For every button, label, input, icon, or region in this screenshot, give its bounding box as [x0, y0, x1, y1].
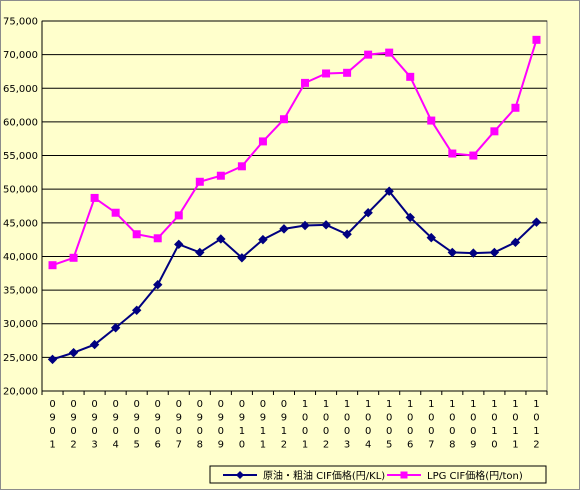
y-tick-label: 35,000	[3, 286, 38, 297]
y-tick-label: 50,000	[3, 185, 38, 196]
data-point	[321, 220, 331, 230]
data-point	[468, 248, 479, 258]
y-tick-label: 40,000	[3, 252, 38, 263]
data-point	[237, 162, 246, 171]
data-point	[258, 234, 268, 245]
y-tick-label: 55,000	[3, 151, 38, 162]
data-point	[174, 239, 184, 250]
data-point	[322, 69, 331, 78]
data-point	[132, 230, 141, 239]
data-point	[174, 211, 183, 220]
data-point	[448, 149, 457, 158]
y-tick-label: 30,000	[3, 319, 38, 330]
data-point	[68, 347, 79, 358]
data-point	[300, 220, 310, 231]
data-point	[47, 354, 58, 365]
data-point	[110, 323, 121, 333]
data-point	[153, 280, 163, 290]
y-tick-label: 65,000	[3, 84, 38, 95]
series-1	[47, 186, 542, 365]
data-point	[342, 229, 352, 239]
data-point	[301, 78, 310, 87]
y-tick-label: 45,000	[3, 218, 38, 229]
axes	[41, 21, 548, 395]
data-point	[343, 68, 352, 77]
data-point	[153, 234, 162, 243]
legend-box	[209, 465, 547, 484]
y-tick-label: 75,000	[3, 17, 38, 28]
data-point	[511, 103, 520, 112]
legend-marker	[400, 471, 408, 479]
data-point	[48, 261, 57, 270]
data-point	[258, 137, 267, 146]
data-point	[69, 253, 78, 262]
data-point	[364, 50, 373, 59]
gridlines	[41, 20, 548, 392]
y-tick-label: 20,000	[3, 387, 38, 398]
series-group	[47, 35, 542, 365]
data-point	[216, 234, 226, 244]
data-point	[195, 247, 205, 258]
y-tick-labels: 20,000 25,000 30,000 35,000 40,000 45,000 50,0…	[3, 17, 38, 398]
y-tick-label: 70,000	[3, 50, 38, 61]
data-point	[469, 151, 478, 160]
data-point	[405, 212, 415, 223]
data-point	[237, 253, 247, 263]
legend-marker	[236, 471, 244, 479]
data-point	[216, 171, 225, 180]
data-point	[532, 35, 541, 44]
data-point	[363, 208, 373, 218]
series-2	[48, 35, 541, 270]
data-point	[89, 339, 100, 350]
data-point	[447, 247, 458, 258]
data-point	[90, 193, 99, 202]
data-point	[195, 177, 204, 186]
data-point	[384, 186, 394, 196]
data-point	[489, 247, 500, 258]
data-point	[490, 127, 499, 136]
x-tick-labels: 0 9 0 1 0 9 0 2 0 9 0 3 0 9 0 4 0 9 0 5 0 9 0 6 0 9 0 7 0 9 0 8 0 9 0 9 0 9 1 0…	[49, 399, 539, 451]
data-point	[111, 208, 120, 217]
data-point	[426, 232, 436, 243]
plot-area	[41, 20, 548, 392]
data-point	[131, 305, 142, 315]
data-point	[385, 48, 394, 57]
y-tick-label: 25,000	[3, 353, 38, 364]
legend-label: LPG CIF価格(円/ton)	[427, 469, 523, 482]
y-tick-label: 60,000	[3, 117, 38, 128]
data-point	[406, 72, 415, 81]
data-point	[510, 237, 521, 248]
data-point	[279, 115, 288, 124]
legend-label: 原油・粗油 CIF価格(円/KL)	[263, 469, 385, 482]
data-point	[531, 217, 542, 227]
data-point	[279, 224, 289, 234]
legend: 原油・粗油 CIF価格(円/KL) LPG CIF価格(円/ton)	[209, 465, 547, 484]
data-point	[427, 116, 436, 125]
